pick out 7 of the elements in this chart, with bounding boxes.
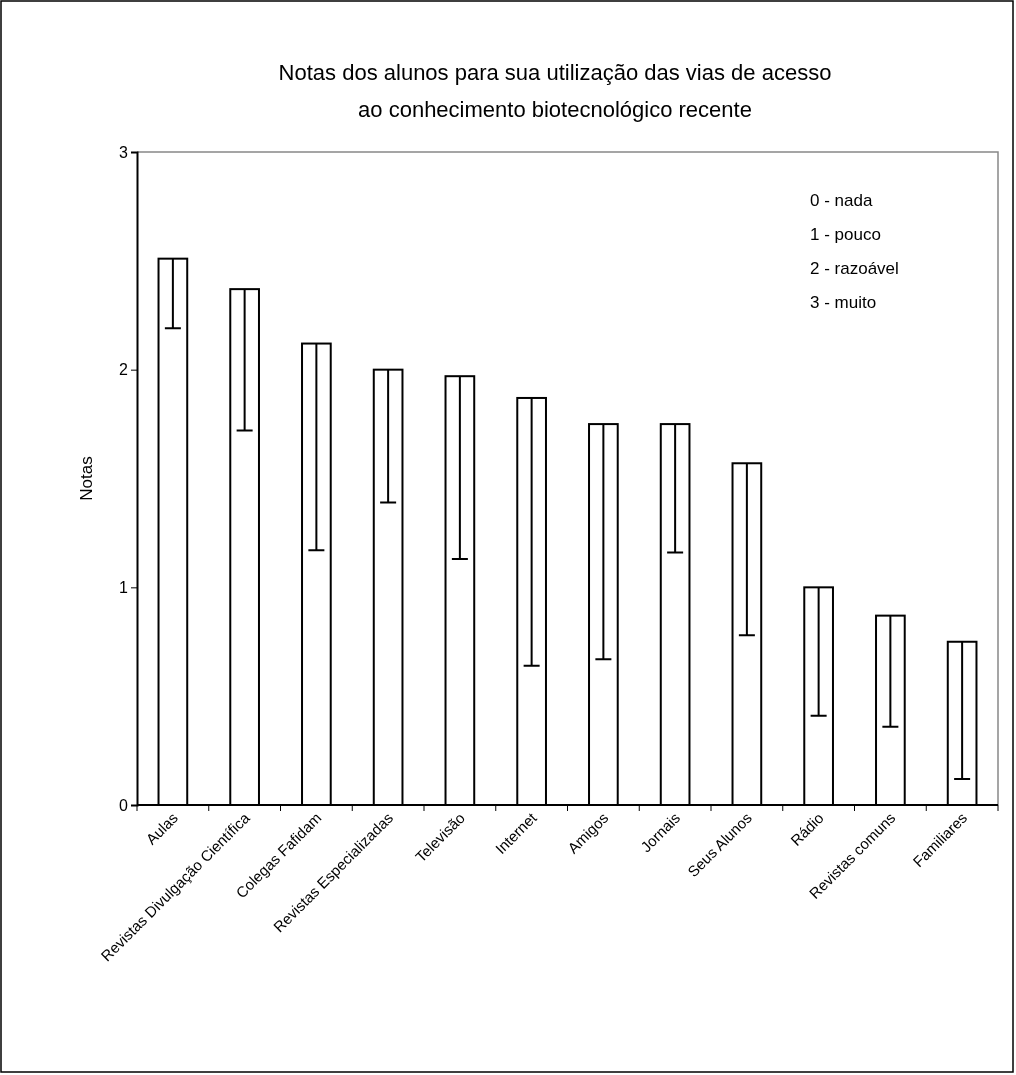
y-tick-label: 2 — [119, 361, 129, 379]
y-tick-label: 0 — [119, 796, 129, 814]
y-axis-title: Notas — [77, 456, 96, 501]
y-tick-label: 3 — [119, 143, 129, 161]
annotation: 0 - nada 1 - pouco 2 - razoável 3 - muito — [810, 191, 899, 312]
chart-title: Notas dos alunos para sua utilização das vias de acesso ao conhecimento biotecnológico recente — [278, 60, 832, 122]
y-tick-label: 1 — [119, 578, 129, 596]
